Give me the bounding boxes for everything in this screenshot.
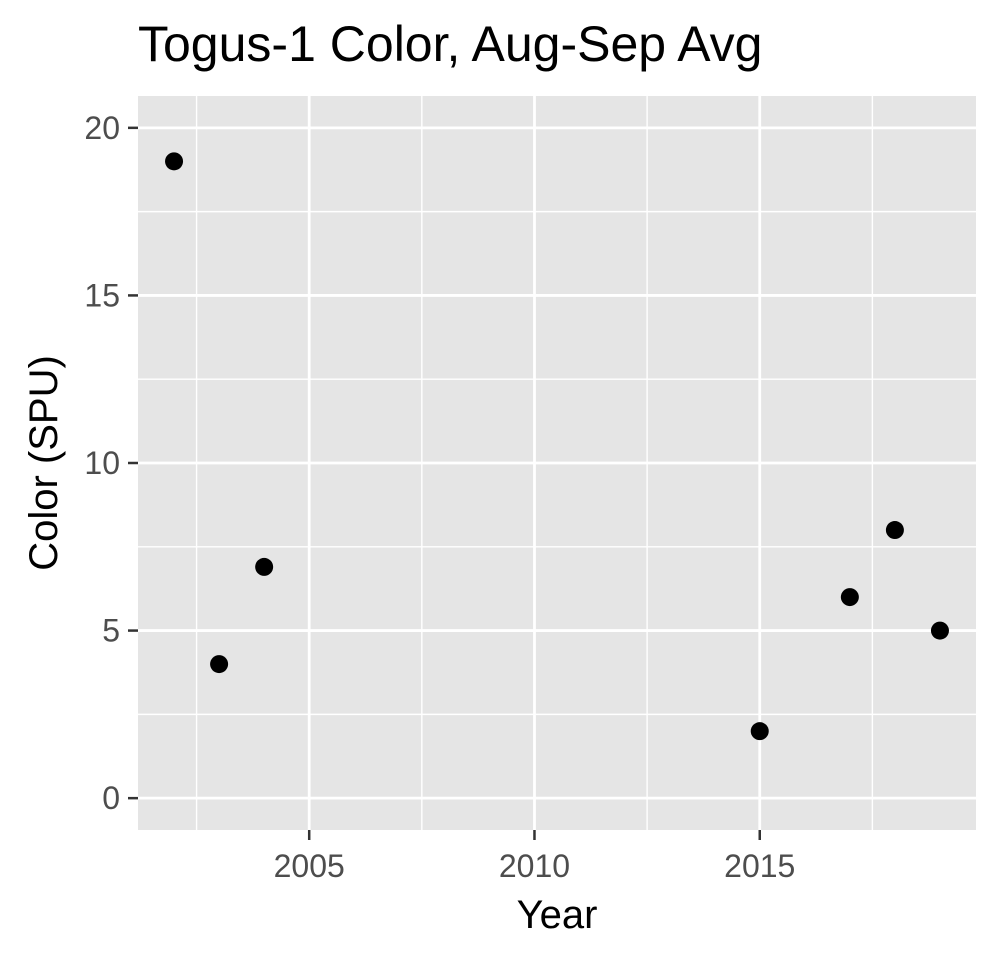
y-axis: 0 5 10 15 20 [84,110,138,816]
data-point [930,621,949,640]
data-point [885,521,904,540]
x-axis: 2005 2010 2015 [274,830,795,884]
x-tick-label: 2010 [499,848,570,884]
chart-title: Togus-1 Color, Aug-Sep Avg [138,16,763,72]
data-point [210,655,229,674]
x-axis-title: Year [517,893,598,937]
data-point [750,722,769,741]
data-point [165,152,184,171]
y-tick-label: 20 [84,110,120,146]
y-tick-label: 15 [84,277,120,313]
y-tick-label: 5 [102,613,120,649]
data-point [840,588,859,607]
major-gridlines [138,96,976,830]
x-tick-label: 2005 [274,848,345,884]
x-tick-label: 2015 [724,848,795,884]
data-points [165,152,949,741]
y-tick-label: 0 [102,780,120,816]
data-point [255,557,274,576]
y-tick-label: 10 [84,445,120,481]
y-axis-title: Color (SPU) [22,355,66,571]
